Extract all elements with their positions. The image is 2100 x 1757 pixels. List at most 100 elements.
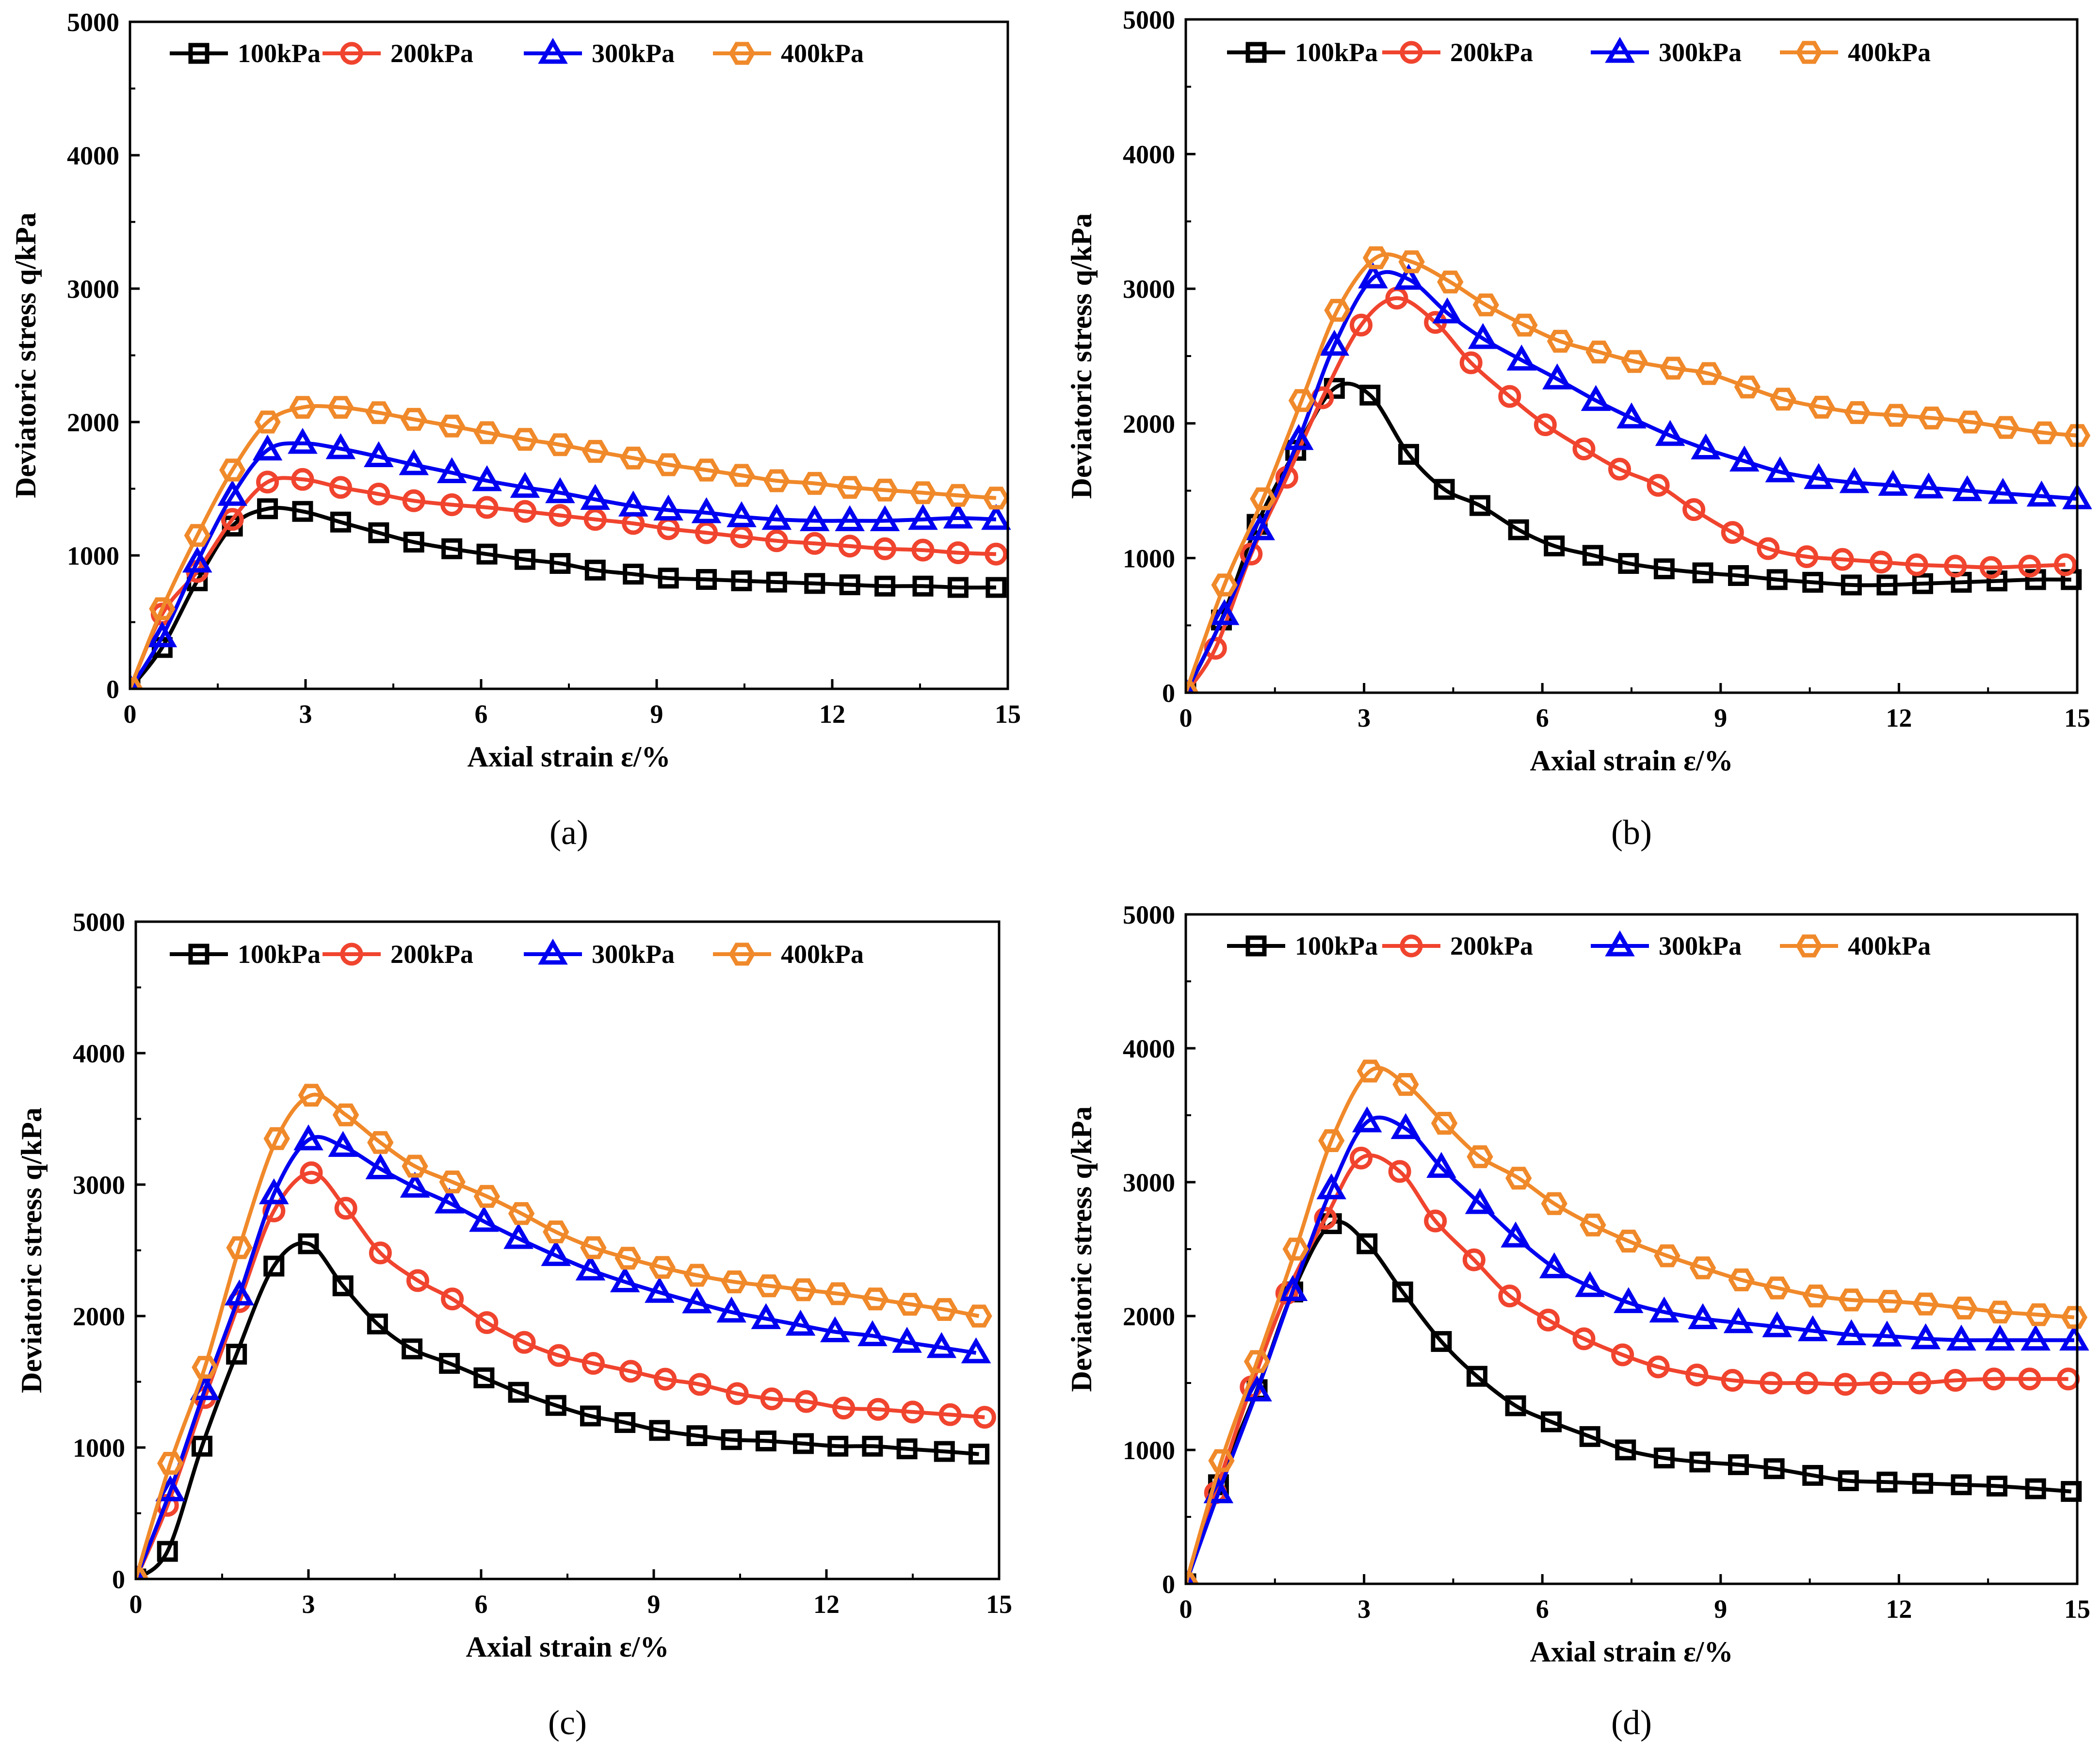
data-point-400kPa xyxy=(130,677,144,689)
data-point-400kPa xyxy=(508,1202,535,1225)
legend-marker xyxy=(340,42,363,65)
data-point-400kPa xyxy=(401,407,427,431)
data-point-200kPa xyxy=(1982,1367,2005,1391)
data-point-100kPa xyxy=(1841,574,1862,596)
data-point-300kPa xyxy=(252,434,283,461)
data-point-300kPa xyxy=(325,433,356,459)
data-point-400kPa xyxy=(1883,404,1909,427)
data-point-300kPa xyxy=(365,1153,396,1179)
data-point-100kPa xyxy=(1466,1366,1487,1387)
legend-b: 100kPa 200kPa 300kPa 400kPa xyxy=(1227,36,1931,67)
legend-marker xyxy=(1605,36,1635,63)
data-point-400kPa xyxy=(801,472,828,495)
data-point-200kPa xyxy=(369,1241,392,1265)
data-point-400kPa xyxy=(512,428,538,451)
y-tick-label: 0 xyxy=(112,1565,125,1594)
data-point-100kPa xyxy=(766,571,787,593)
y-tick-label: 1000 xyxy=(1123,544,1175,573)
y-tick-label: 5000 xyxy=(1123,5,1175,34)
panel-label: (d) xyxy=(1611,1703,1652,1742)
data-point-300kPa xyxy=(364,441,394,467)
chart-panel-c: 0 3 6 9 12 15 0 1000 2000 3000 4000 5000 Axial strai… xyxy=(16,908,1012,1742)
series-line-100kPa xyxy=(1186,1220,2072,1584)
data-point-300kPa xyxy=(892,1327,922,1353)
data-point-100kPa xyxy=(934,1441,955,1462)
data-point-400kPa xyxy=(1437,270,1464,293)
data-point-400kPa xyxy=(582,439,609,463)
data-point-300kPa xyxy=(2020,1324,2051,1351)
legend-item: 100kPa xyxy=(1227,38,1378,67)
series-line-100kPa xyxy=(136,1241,979,1579)
data-point-200kPa xyxy=(1979,556,2003,579)
data-point-300kPa xyxy=(610,1266,640,1293)
x-tick-label: 6 xyxy=(1536,1594,1549,1624)
data-point-200kPa xyxy=(1462,1248,1486,1271)
data-point-300kPa xyxy=(399,449,429,475)
data-point-400kPa xyxy=(184,524,210,547)
data-point-200kPa xyxy=(2018,1367,2041,1391)
data-point-100kPa xyxy=(1912,1473,1933,1494)
data-point-100kPa xyxy=(839,574,860,595)
y-tick-label: 4000 xyxy=(67,141,119,170)
legend-marker xyxy=(1245,42,1267,63)
x-tick-label: 6 xyxy=(475,1590,488,1619)
y-tick-label: 3000 xyxy=(1123,1168,1175,1197)
legend-marker xyxy=(188,43,210,64)
data-point-100kPa xyxy=(1505,1395,1526,1416)
x-tick-label: 12 xyxy=(1886,703,1912,732)
data-point-300kPa xyxy=(961,1337,991,1364)
data-point-400kPa xyxy=(983,487,1010,510)
data-point-300kPa xyxy=(1501,1221,1531,1248)
data-point-300kPa xyxy=(785,1309,816,1336)
data-point-400kPa xyxy=(136,1567,149,1579)
data-point-400kPa xyxy=(2061,1306,2088,1329)
data-point-100kPa xyxy=(439,1353,460,1374)
data-point-100kPa xyxy=(912,575,934,597)
data-point-300kPa xyxy=(653,494,683,521)
data-point-400kPa xyxy=(1211,573,1238,597)
data-point-300kPa xyxy=(1649,1296,1680,1323)
data-point-300kPa xyxy=(434,1187,465,1214)
data-point-400kPa xyxy=(438,414,465,438)
data-point-200kPa xyxy=(946,541,969,564)
data-point-100kPa xyxy=(1434,479,1455,500)
data-point-100kPa xyxy=(1541,1411,1562,1432)
data-point-200kPa xyxy=(1608,457,1631,481)
data-point-200kPa xyxy=(547,1344,570,1367)
data-point-300kPa xyxy=(1946,1324,1976,1351)
data-point-300kPa xyxy=(751,1303,781,1329)
data-point-400kPa xyxy=(219,458,246,482)
data-point-400kPa xyxy=(1615,1229,1642,1253)
data-point-200kPa xyxy=(1682,498,1706,521)
data-point-100kPa xyxy=(263,1255,285,1277)
data-point-200kPa xyxy=(221,508,244,531)
data-point-100kPa xyxy=(1987,1476,2008,1497)
legend-label: 100kPa xyxy=(238,940,321,969)
legend-item: 100kPa xyxy=(1227,931,1378,960)
y-tick-label: 3000 xyxy=(73,1171,125,1200)
legend-label: 200kPa xyxy=(1450,931,1533,960)
data-point-300kPa xyxy=(1432,297,1462,324)
data-point-400kPa xyxy=(693,458,720,482)
data-point-400kPa xyxy=(1244,1350,1271,1373)
data-point-400kPa xyxy=(543,1220,569,1244)
data-point-300kPa xyxy=(1390,1113,1421,1139)
data-point-100kPa xyxy=(696,569,717,590)
legend-item: 400kPa xyxy=(1780,38,1931,67)
data-point-300kPa xyxy=(645,1277,675,1303)
legend-label: 400kPa xyxy=(1848,38,1931,67)
x-tick-label: 3 xyxy=(302,1590,315,1619)
legend-item: 100kPa xyxy=(170,39,321,68)
data-point-400kPa xyxy=(149,597,176,620)
legend-item: 300kPa xyxy=(524,37,675,68)
y-axis-title: Deviatoric stress q/kPa xyxy=(16,1107,48,1393)
data-point-300kPa xyxy=(1316,1173,1346,1200)
data-point-100kPa xyxy=(968,1444,989,1465)
data-point-300kPa xyxy=(155,1475,185,1501)
legend-item: 200kPa xyxy=(1382,38,1533,67)
data-point-400kPa xyxy=(1689,1256,1716,1280)
legend-item: 400kPa xyxy=(1780,931,1931,960)
data-point-400kPa xyxy=(192,1356,218,1379)
data-point-400kPa xyxy=(439,1171,466,1194)
